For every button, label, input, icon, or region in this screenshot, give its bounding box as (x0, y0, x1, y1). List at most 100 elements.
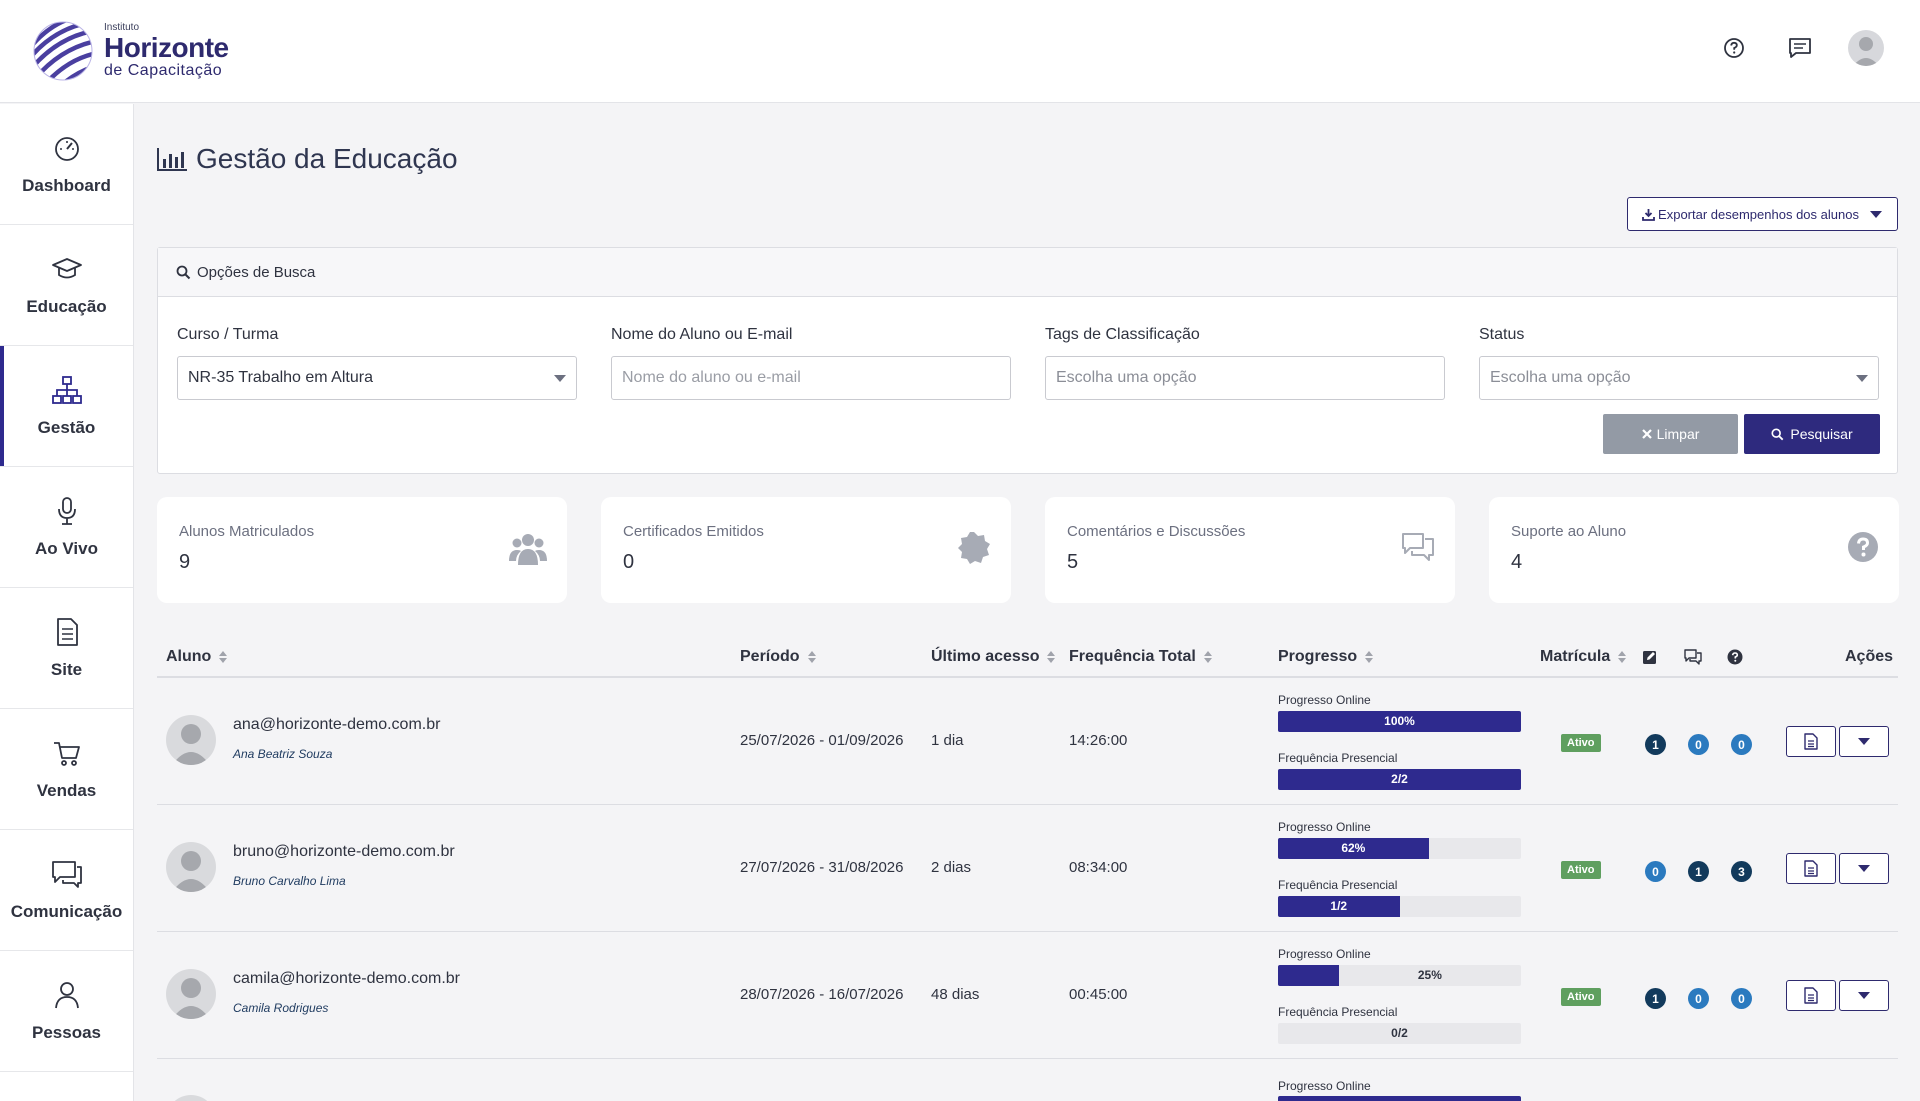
progress-online-bar: 100% (1278, 711, 1521, 732)
clear-button[interactable]: Limpar (1603, 414, 1738, 454)
close-icon (1641, 429, 1652, 439)
row-actions-dropdown[interactable] (1839, 980, 1889, 1011)
messages-icon[interactable] (1778, 26, 1822, 70)
row-actions-dropdown[interactable] (1839, 853, 1889, 884)
student-field: Nome do Aluno ou E-mail (611, 326, 1011, 400)
comments-count-badge[interactable]: 0 (1688, 734, 1709, 755)
search-panel-title: Opções de Busca (197, 263, 316, 281)
stat-card-enrolled: Alunos Matriculados 9 (157, 497, 567, 603)
student-email[interactable]: bruno@horizonte-demo.com.br (233, 843, 455, 860)
last-access: 48 dias (931, 986, 980, 1003)
column-header-matricula[interactable]: Matrícula (1540, 648, 1627, 666)
table-row[interactable]: ana@horizonte-demo.com.br Ana Beatriz Sou… (157, 678, 1898, 805)
chevron-down-icon (1856, 374, 1868, 382)
search-button[interactable]: Pesquisar (1744, 414, 1880, 454)
column-header-frequencia[interactable]: Frequência Total (1069, 648, 1212, 666)
tags-select-placeholder: Escolha uma opção (1056, 369, 1197, 386)
support-count-badge[interactable]: 3 (1731, 861, 1752, 882)
tags-select[interactable]: Escolha uma opção (1045, 356, 1445, 400)
help-circle-icon (1848, 532, 1878, 562)
activities-count-badge[interactable]: 1 (1645, 734, 1666, 755)
student-email[interactable]: ana@horizonte-demo.com.br (233, 716, 441, 733)
view-report-button[interactable] (1786, 853, 1836, 884)
last-access: 1 dia (931, 732, 964, 749)
support-count-badge[interactable]: 0 (1731, 988, 1752, 1009)
student-search-input[interactable] (622, 369, 1000, 387)
status-select[interactable]: Escolha uma opção (1479, 356, 1879, 400)
sidebar-item-educacao[interactable]: Educação (0, 225, 133, 346)
sort-icon (1203, 651, 1212, 663)
row-actions-dropdown[interactable] (1839, 726, 1889, 757)
view-report-button[interactable] (1786, 726, 1836, 757)
column-header-aluno[interactable]: Aluno (166, 648, 228, 666)
sidebar-item-ao-vivo[interactable]: Ao Vivo (0, 467, 133, 588)
status-select-placeholder: Escolha uma opção (1490, 369, 1631, 386)
attendance-bar: 1/2 (1278, 896, 1521, 917)
chevron-down-icon (1858, 992, 1870, 999)
chat-icon (51, 861, 82, 888)
sidebar-item-label: Gestão (37, 418, 96, 437)
column-header-periodo[interactable]: Período (740, 648, 816, 666)
attendance-value: 2/2 (1391, 772, 1408, 786)
column-header-activities[interactable] (1642, 649, 1658, 665)
page-title: Gestão da Educação (156, 143, 458, 175)
table-row[interactable]: camila@horizonte-demo.com.br Camila Rodri… (157, 932, 1898, 1059)
enrollment-period: 25/07/2026 - 01/09/2026 (740, 732, 904, 749)
help-icon[interactable] (1712, 26, 1756, 70)
column-header-support[interactable] (1727, 649, 1743, 665)
sidebar-item-gestao[interactable]: Gestão (0, 346, 133, 467)
help-circle-icon (1727, 649, 1743, 665)
stat-label: Suporte ao Aluno (1511, 523, 1627, 540)
column-header-ultimo-acesso[interactable]: Último acesso (931, 648, 1056, 666)
person-icon (54, 982, 79, 1009)
cart-icon (53, 742, 80, 766)
column-header-progresso[interactable]: Progresso (1278, 648, 1374, 666)
stat-label: Certificados Emitidos (623, 523, 764, 540)
comments-count-badge[interactable]: 0 (1688, 988, 1709, 1009)
bar-chart-icon (157, 148, 187, 171)
sidebar-item-label: Ao Vivo (35, 539, 98, 558)
chevron-down-icon (1858, 738, 1870, 745)
student-label: Nome do Aluno ou E-mail (611, 326, 793, 343)
table-row[interactable]: bruno@horizonte-demo.com.br Bruno Carvalh… (157, 805, 1898, 932)
status-badge: Ativo (1561, 988, 1601, 1006)
support-count-badge[interactable]: 0 (1731, 734, 1752, 755)
user-avatar[interactable] (1844, 26, 1888, 70)
activities-count-badge[interactable]: 1 (1645, 988, 1666, 1009)
view-report-button[interactable] (1786, 980, 1836, 1011)
table-row-partial[interactable]: Progresso Online (157, 1059, 1898, 1101)
sidebar-item-label: Comunicação (10, 902, 123, 921)
enrollment-period: 28/07/2026 - 16/07/2026 (740, 986, 904, 1003)
brand-logo[interactable]: Instituto Horizonte de Capacitação (32, 20, 229, 82)
sort-icon (807, 651, 816, 663)
column-header-comments[interactable] (1684, 649, 1702, 665)
activities-count-badge[interactable]: 0 (1645, 861, 1666, 882)
column-header-label: Aluno (166, 648, 212, 665)
sidebar-item-pessoas[interactable]: Pessoas (0, 951, 133, 1072)
column-header-acoes: Ações (1845, 648, 1893, 666)
progress-online-bar: 62% (1278, 838, 1521, 859)
attendance-bar: 0/2 (1278, 1023, 1521, 1044)
status-badge: Ativo (1561, 734, 1601, 752)
total-attendance-time: 08:34:00 (1069, 859, 1128, 876)
status-label: Status (1479, 326, 1525, 343)
total-attendance-time: 14:26:00 (1069, 732, 1128, 749)
attendance-bar-fill (1278, 896, 1400, 917)
comments-count-badge[interactable]: 1 (1688, 861, 1709, 882)
export-performance-button[interactable]: Exportar desempenhos dos alunos (1627, 197, 1898, 231)
microphone-icon (57, 497, 76, 525)
students-table: Aluno Período Último acesso Frequência T… (157, 638, 1898, 1101)
student-name: Bruno Carvalho Lima (233, 874, 346, 888)
student-avatar (166, 1095, 216, 1101)
brand-subtitle: de Capacitação (104, 62, 223, 79)
sidebar-item-comunicacao[interactable]: Comunicação (0, 830, 133, 951)
sidebar-item-vendas[interactable]: Vendas (0, 709, 133, 830)
stat-value: 0 (623, 551, 635, 573)
progress-online-label: Progresso Online (1278, 1079, 1371, 1093)
sidebar-item-site[interactable]: Site (0, 588, 133, 709)
logo-mark-icon (33, 21, 93, 81)
student-email[interactable]: camila@horizonte-demo.com.br (233, 970, 460, 987)
stat-card-support: Suporte ao Aluno 4 (1489, 497, 1899, 603)
sidebar-item-dashboard[interactable]: Dashboard (0, 104, 133, 225)
course-select[interactable]: NR-35 Trabalho em Altura (177, 356, 577, 400)
